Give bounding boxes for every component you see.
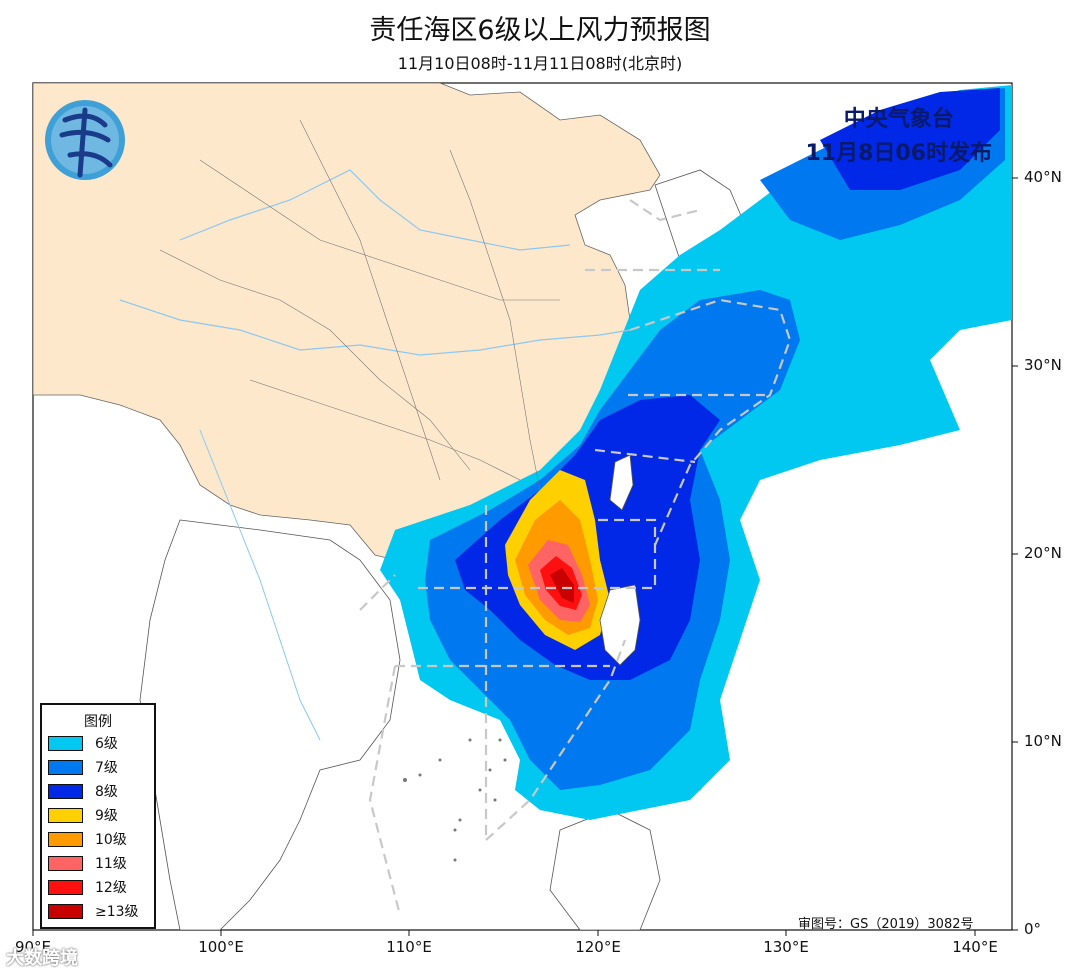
wind-zone-13	[550, 568, 574, 603]
legend-swatch	[48, 759, 83, 775]
legend-item: 8级	[48, 779, 154, 803]
lon-tick-100: 100°E	[198, 938, 244, 956]
legend-label: 8级	[95, 784, 118, 800]
watermark: 大数跨境	[6, 948, 78, 969]
responsibility-zone-lines	[359, 199, 792, 916]
agency-block: 中央气象台 11月8日06时发布	[805, 103, 992, 171]
borneo-island	[549, 809, 661, 930]
lat-tick-0: 0°	[1024, 920, 1042, 938]
legend: 图例 6级 7级 8级 9级 10级 11级 12级 ≥13级	[40, 703, 156, 929]
legend-item: 10级	[48, 827, 154, 851]
legend-swatch	[48, 879, 83, 895]
legend-swatch	[48, 735, 83, 751]
lon-tick-120: 120°E	[575, 938, 621, 956]
issue-time: 11月8日06时发布	[805, 141, 992, 166]
page-title: 责任海区6级以上风力预报图	[369, 15, 711, 46]
map-approval-number: 审图号：GS（2019）3082号	[798, 917, 974, 932]
legend-swatch	[48, 831, 83, 847]
page-subtitle: 11月10日08时-11月11日08时(北京时)	[397, 54, 683, 73]
legend-label: 12级	[95, 880, 127, 896]
taiwan-island-top	[609, 454, 634, 511]
legend-item: 7级	[48, 755, 154, 779]
south-china-sea-islets	[403, 738, 507, 862]
legend-swatch	[48, 903, 83, 919]
lat-tick-40: 40°N	[1024, 168, 1062, 186]
legend-label: 11级	[95, 856, 127, 872]
legend-label: 9级	[95, 808, 118, 824]
legend-item: 12级	[48, 875, 154, 899]
legend-swatch	[48, 783, 83, 799]
legend-label: 10级	[95, 832, 127, 848]
lon-tick-90: 90°E	[14, 938, 52, 956]
lon-tick-110: 110°E	[386, 938, 432, 956]
legend-label: ≥13级	[95, 904, 139, 920]
legend-swatch	[48, 855, 83, 871]
lon-tick-140: 140°E	[952, 938, 998, 956]
lat-tick-10: 10°N	[1024, 732, 1062, 750]
yellow-river	[179, 169, 571, 251]
agency-name: 中央气象台	[843, 107, 954, 132]
luzon-island-top	[599, 584, 641, 666]
legend-item: ≥13级	[48, 899, 154, 923]
mekong-river	[199, 429, 321, 741]
yangtze-river	[119, 299, 631, 356]
legend-label: 6级	[95, 736, 118, 752]
axis-ticks	[32, 177, 1018, 936]
legend-label: 7级	[95, 760, 118, 776]
province-boundaries	[159, 119, 560, 491]
wind-zone-8-north	[820, 88, 1000, 190]
legend-item: 6级	[48, 731, 154, 755]
lon-tick-130: 130°E	[763, 938, 809, 956]
legend-item: 9级	[48, 803, 154, 827]
lat-tick-30: 30°N	[1024, 356, 1062, 374]
legend-title: 图例	[84, 714, 112, 730]
nmc-logo	[45, 100, 125, 180]
lat-tick-20: 20°N	[1024, 544, 1062, 562]
legend-swatch	[48, 807, 83, 823]
legend-item: 11级	[48, 851, 154, 875]
